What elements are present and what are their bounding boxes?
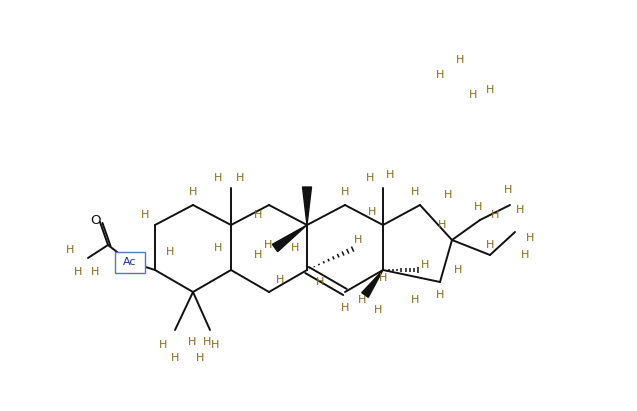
Text: H: H [189,187,197,197]
Text: H: H [456,55,464,65]
Text: H: H [366,173,374,183]
Text: H: H [436,70,444,80]
Text: H: H [379,273,387,283]
Text: H: H [436,290,444,300]
Text: H: H [236,173,244,183]
Text: Ac: Ac [123,257,137,267]
Polygon shape [362,270,383,297]
Text: H: H [254,250,262,260]
Text: H: H [159,340,167,350]
Text: H: H [74,267,82,277]
Text: H: H [211,340,219,350]
Text: H: H [166,247,174,257]
FancyBboxPatch shape [115,252,145,272]
Text: H: H [196,353,204,363]
Text: H: H [516,205,524,215]
Polygon shape [273,225,307,252]
Text: H: H [171,353,179,363]
Text: H: H [491,210,499,220]
Text: H: H [474,202,482,212]
Text: H: H [264,240,272,250]
Text: H: H [188,337,196,347]
Text: H: H [91,267,99,277]
Text: H: H [421,260,429,270]
Text: H: H [411,295,419,305]
Text: H: H [66,245,74,255]
Text: H: H [438,220,446,230]
Text: H: H [469,90,477,100]
Text: H: H [486,85,494,95]
Text: H: H [141,210,149,220]
Text: H: H [486,240,494,250]
Text: H: H [214,243,222,253]
Text: H: H [454,265,462,275]
Text: H: H [521,250,529,260]
Text: H: H [444,190,452,200]
Text: H: H [504,185,512,195]
Text: H: H [374,305,382,315]
Text: H: H [276,275,284,285]
Text: H: H [254,210,262,220]
Text: H: H [341,303,349,313]
Text: H: H [316,277,324,287]
Text: H: H [214,173,222,183]
Text: H: H [358,295,366,305]
Text: H: H [386,170,394,180]
Text: H: H [526,233,534,243]
Text: H: H [203,337,211,347]
Text: H: H [291,243,299,253]
Polygon shape [303,187,311,225]
Text: H: H [368,207,376,217]
Text: H: H [411,187,419,197]
Text: O: O [90,213,101,226]
Text: H: H [341,187,349,197]
Text: H: H [354,235,362,245]
